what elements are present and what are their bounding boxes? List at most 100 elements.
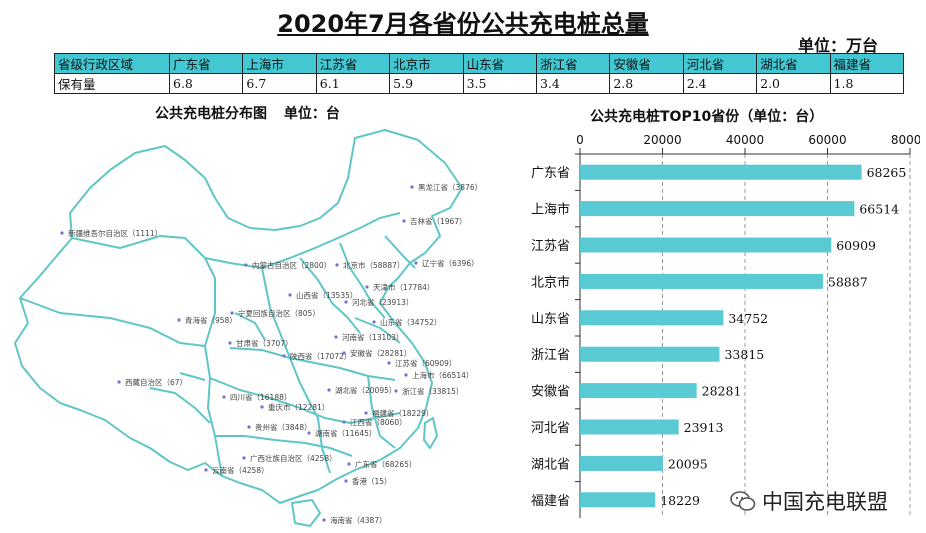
map-unit: 单位：台 xyxy=(283,106,340,122)
map-marker xyxy=(347,462,351,466)
bar xyxy=(580,164,862,180)
map-marker xyxy=(60,231,64,235)
map-marker xyxy=(288,293,292,297)
province-border xyxy=(234,312,266,341)
map-label: 上海市（66514） xyxy=(412,370,473,380)
map-label: 宁夏回族自治区（805） xyxy=(238,308,320,318)
map-marker xyxy=(342,420,346,424)
data-label: 20095 xyxy=(668,456,708,471)
bar xyxy=(580,310,724,326)
category-label: 湖北省 xyxy=(531,457,570,472)
map-marker xyxy=(228,341,232,345)
map-marker xyxy=(247,425,251,429)
province-border xyxy=(317,417,331,474)
page-title: 2020年7月各省份公共充电桩总量 xyxy=(277,10,649,38)
map-marker xyxy=(244,263,248,267)
map-marker xyxy=(242,456,246,460)
map-label: 广东省（68265） xyxy=(355,459,416,469)
category-label: 北京市 xyxy=(531,274,570,290)
map-marker xyxy=(372,320,376,324)
map-label: 云南省（4258） xyxy=(212,465,269,475)
map-label: 新疆维吾尔自治区（1111） xyxy=(68,228,162,238)
map-title: 公共充电桩分布图 单位：台 xyxy=(155,103,340,123)
x-tick-label: 40000 xyxy=(726,133,764,147)
map-label: 陕西省（17072） xyxy=(290,351,351,361)
map-marker xyxy=(222,395,226,399)
table-header-label: 省级行政区域 xyxy=(54,53,170,74)
map-marker xyxy=(387,361,391,365)
map-title-text: 公共充电桩分布图 xyxy=(155,106,267,122)
table-cell: 6.8 xyxy=(168,73,244,94)
map-label: 福建省（18229） xyxy=(372,408,433,418)
map-marker xyxy=(335,263,339,267)
bar xyxy=(580,455,663,471)
chart-title: 公共充电桩TOP10省份（单位：台） xyxy=(590,109,824,125)
bar xyxy=(580,237,832,253)
table-header-cell: 北京市 xyxy=(389,53,464,74)
bar xyxy=(580,383,697,399)
map-label: 天津市（17784） xyxy=(373,282,434,292)
map-label: 辽宁省（6396） xyxy=(422,258,479,268)
data-label: 23913 xyxy=(684,420,724,435)
map-label: 重庆市（12281） xyxy=(268,402,329,412)
map-marker xyxy=(414,261,418,265)
table-cell: 6.7 xyxy=(242,73,317,94)
map-label: 河北省（23913） xyxy=(352,297,413,307)
province-border xyxy=(71,235,216,279)
map-marker xyxy=(282,354,286,358)
province-border xyxy=(299,257,361,334)
map-label: 海南省（4387） xyxy=(330,515,387,525)
province-border xyxy=(204,278,223,477)
table-cell: 2.0 xyxy=(756,73,831,94)
province-border xyxy=(149,387,211,424)
map-label: 河南省（13103） xyxy=(342,332,403,342)
wechat-icon xyxy=(730,491,756,511)
data-label: 60909 xyxy=(836,238,876,253)
map-label: 山西省（13535） xyxy=(296,290,357,300)
table-header-cell: 福建省 xyxy=(829,53,905,74)
watermark: 中国充电联盟 xyxy=(762,490,888,514)
table-cell: 3.4 xyxy=(535,73,611,94)
map-label: 山东省（34752） xyxy=(380,317,441,327)
table-cell: 5.9 xyxy=(389,73,464,94)
category-label: 山东省 xyxy=(531,312,570,327)
map-label: 北京市（58887） xyxy=(343,260,404,270)
table-cell: 6.1 xyxy=(315,73,391,94)
map-marker xyxy=(365,285,369,289)
map-marker xyxy=(364,411,368,415)
category-label: 江苏省 xyxy=(531,238,570,254)
data-label: 28281 xyxy=(702,384,742,399)
map-label: 安徽省（28281） xyxy=(350,348,411,358)
map-marker xyxy=(260,405,264,409)
table-header-cell: 上海市 xyxy=(242,53,317,74)
category-label: 福建省 xyxy=(531,494,570,509)
unit-label: 单位：万台 xyxy=(797,36,878,55)
table-header-cell: 湖北省 xyxy=(756,53,831,74)
category-label: 河北省 xyxy=(531,421,570,436)
map-marker xyxy=(334,335,338,339)
x-tick-label: 0 xyxy=(576,133,584,147)
map-marker xyxy=(404,373,408,377)
data-label: 66514 xyxy=(859,202,899,217)
map-label: 青海省（958） xyxy=(185,315,237,325)
table-header-cell: 安徽省 xyxy=(609,53,684,74)
map-marker xyxy=(327,388,331,392)
map-marker xyxy=(344,479,348,483)
province-border xyxy=(204,212,401,269)
province-border xyxy=(354,317,401,344)
map-marker xyxy=(117,380,121,384)
map-label: 吉林省（1967） xyxy=(410,216,467,226)
map-marker xyxy=(204,468,208,472)
table-row: 保有量 6.8 6.7 6.1 5.9 3.5 3.4 2.8 2.4 2.0 1.8 xyxy=(54,73,905,94)
category-label: 浙江省 xyxy=(531,348,570,363)
china-map: 黑龙江省（3876） 吉林省（1967） 辽宁省（6396） 新疆维吾尔自治区（111… xyxy=(14,129,482,527)
table-header-cell: 广东省 xyxy=(168,53,244,74)
province-border xyxy=(19,297,206,347)
bar-chart: 0 20000 40000 60000 80000 广东省 68265 上海市 66514 江苏省… xyxy=(531,133,920,518)
table-header-row: 省级行政区域 广东省 上海市 江苏省 北京市 山东省 浙江省 安徽省 河北省 湖北省 福建省 xyxy=(54,53,905,74)
province-border xyxy=(215,435,353,457)
data-label: 68265 xyxy=(867,165,907,180)
map-marker xyxy=(230,311,234,315)
map-marker xyxy=(402,219,406,223)
map-marker xyxy=(177,318,181,322)
